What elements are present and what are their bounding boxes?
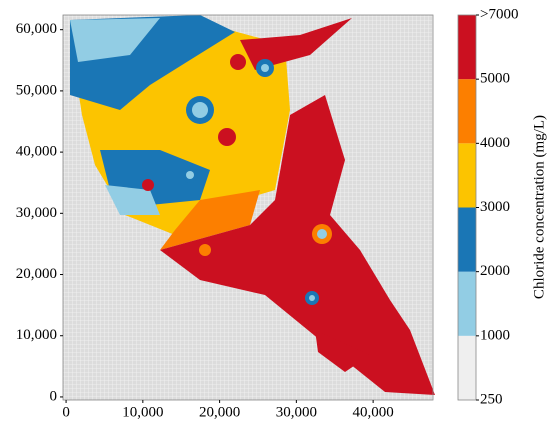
y-tick-label: 0 bbox=[50, 388, 58, 404]
colorbar-bin bbox=[458, 79, 476, 144]
colorbar-tick-label: 2000 bbox=[480, 263, 510, 279]
y-tick-label: 30,000 bbox=[16, 205, 57, 221]
x-tick-label: 10,000 bbox=[122, 404, 163, 420]
y-tick-label: 40,000 bbox=[16, 144, 57, 160]
x-tick-label: 0 bbox=[62, 404, 70, 420]
colorbar-bin bbox=[458, 335, 476, 400]
colorbar-tick-label: 5000 bbox=[480, 71, 510, 87]
colorbar-label: Chloride concentration (mg/L) bbox=[531, 115, 547, 299]
concentration-map bbox=[70, 15, 435, 395]
colorbar-tick-label: 1000 bbox=[480, 327, 510, 343]
colorbar-bin bbox=[458, 15, 476, 80]
colorbar-bin bbox=[458, 271, 476, 336]
colorbar-tick-label: 3000 bbox=[480, 199, 510, 215]
y-tick-label: 10,000 bbox=[16, 327, 57, 343]
x-tick-label: 40,000 bbox=[352, 404, 393, 420]
x-tick-label: 20,000 bbox=[199, 404, 240, 420]
x-tick-label: 30,000 bbox=[276, 404, 317, 420]
colorbar-tick-label: >7000 bbox=[480, 6, 518, 22]
colorbar-tick-label: 250 bbox=[480, 391, 503, 407]
y-tick-label: 50,000 bbox=[16, 82, 57, 98]
colorbar-bin bbox=[458, 207, 476, 272]
y-tick-label: 20,000 bbox=[16, 266, 57, 282]
plot-frame bbox=[62, 14, 434, 401]
colorbar-tick-label: 4000 bbox=[480, 135, 510, 151]
y-tick-label: 60,000 bbox=[16, 21, 57, 37]
colorbar-bin bbox=[458, 143, 476, 208]
